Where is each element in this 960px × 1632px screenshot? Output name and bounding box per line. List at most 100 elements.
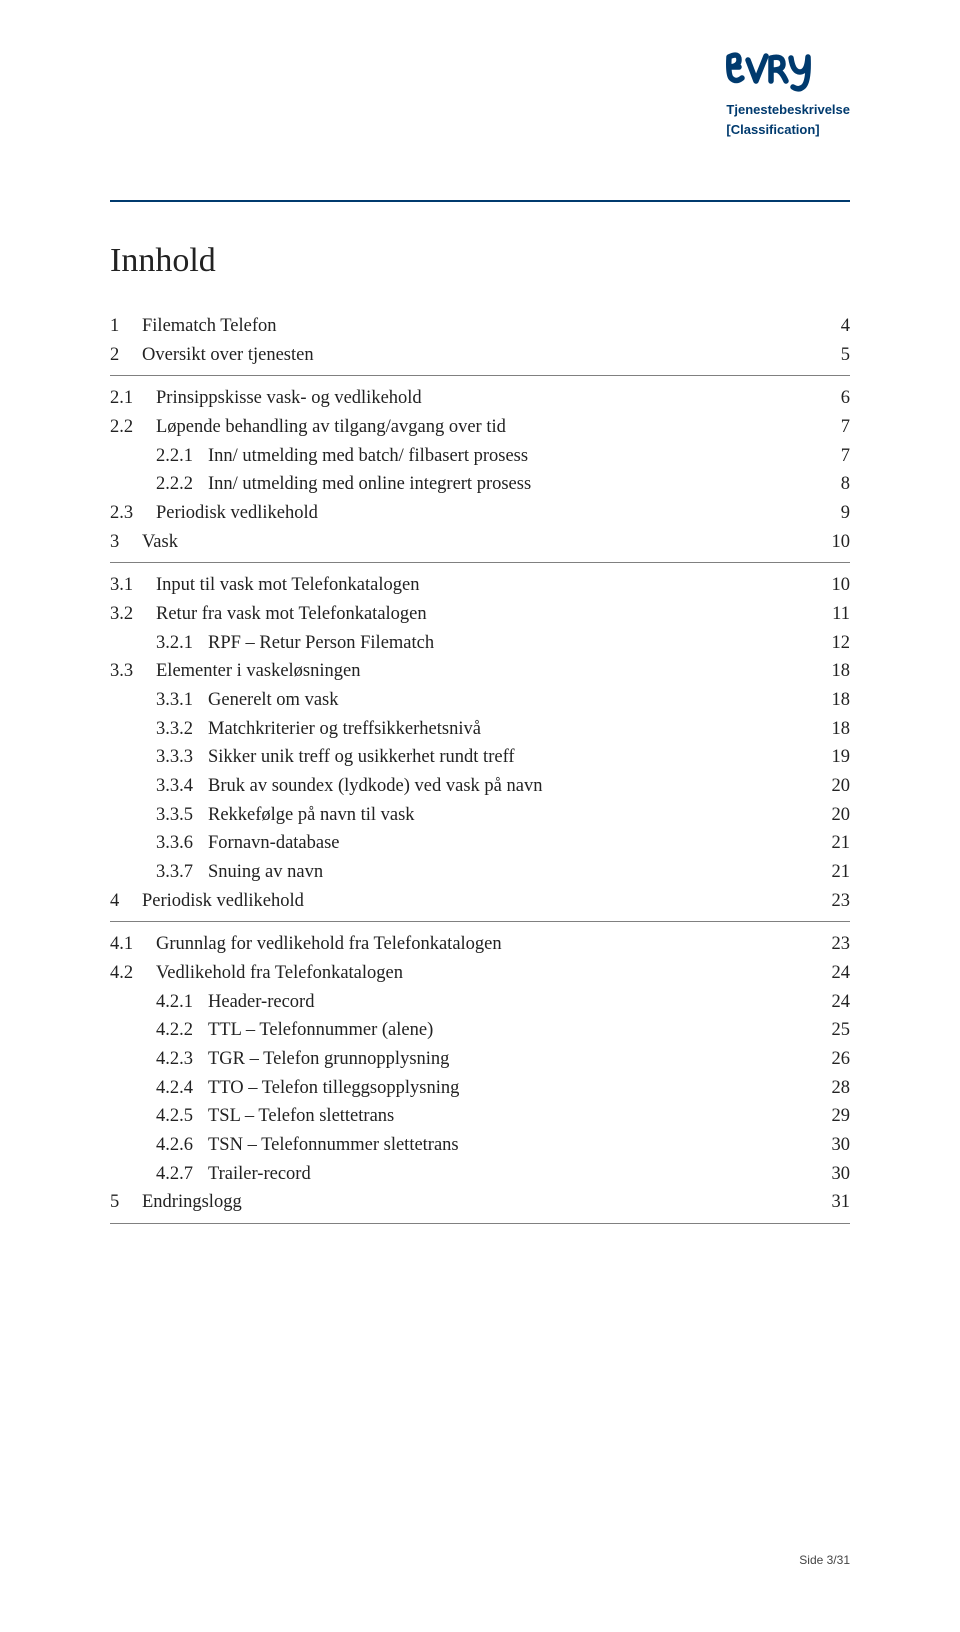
page-title: Innhold <box>110 242 850 280</box>
toc-number: 2.2.1 <box>156 442 208 471</box>
header-line1: Tjenestebeskrivelse <box>726 100 850 120</box>
toc-label: TGR – Telefon grunnopplysning <box>208 1045 814 1074</box>
toc-page: 30 <box>814 1160 850 1189</box>
toc-entry: 2.2.1Inn/ utmelding med batch/ filbasert… <box>110 442 850 471</box>
toc-label: Snuing av navn <box>208 858 814 887</box>
toc-entry: 3.3.1Generelt om vask18 <box>110 686 850 715</box>
toc-number: 2.3 <box>110 499 156 528</box>
toc-page: 20 <box>814 801 850 830</box>
toc-page: 29 <box>814 1102 850 1131</box>
table-of-contents: 1Filematch Telefon42Oversikt over tjenes… <box>110 312 850 1224</box>
toc-label: Retur fra vask mot Telefonkatalogen <box>156 600 814 629</box>
toc-number: 3.2 <box>110 600 156 629</box>
toc-entry: 4Periodisk vedlikehold23 <box>110 887 850 916</box>
toc-page: 23 <box>814 887 850 916</box>
toc-entry: 3Vask10 <box>110 528 850 557</box>
toc-number: 3.3.3 <box>156 743 208 772</box>
toc-number: 2.2.2 <box>156 470 208 499</box>
toc-label: Filematch Telefon <box>142 312 814 341</box>
page-footer: Side 3/31 <box>799 1553 850 1567</box>
toc-number: 4 <box>110 887 142 916</box>
toc-page: 21 <box>814 858 850 887</box>
toc-label: Trailer-record <box>208 1160 814 1189</box>
toc-entry: 2.2.2Inn/ utmelding med online integrert… <box>110 470 850 499</box>
toc-number: 3.3 <box>110 657 156 686</box>
toc-entry: 4.2.1Header-record24 <box>110 988 850 1017</box>
toc-page: 11 <box>814 600 850 629</box>
toc-label: Header-record <box>208 988 814 1017</box>
toc-page: 20 <box>814 772 850 801</box>
toc-number: 3.1 <box>110 571 156 600</box>
toc-entry: 3.3.7Snuing av navn21 <box>110 858 850 887</box>
toc-number: 4.2 <box>110 959 156 988</box>
toc-entry: 2.1Prinsippskisse vask- og vedlikehold6 <box>110 384 850 413</box>
toc-entry: 3.3.2Matchkriterier og treffsikkerhetsni… <box>110 715 850 744</box>
toc-number: 2.1 <box>110 384 156 413</box>
toc-page: 7 <box>814 413 850 442</box>
toc-label: TTO – Telefon tilleggsopplysning <box>208 1074 814 1103</box>
toc-entry: 4.2.5TSL – Telefon slettetrans29 <box>110 1102 850 1131</box>
toc-page: 10 <box>814 571 850 600</box>
toc-label: RPF – Retur Person Filematch <box>208 629 814 658</box>
toc-page: 26 <box>814 1045 850 1074</box>
toc-separator <box>110 562 850 563</box>
toc-page: 28 <box>814 1074 850 1103</box>
toc-page: 31 <box>814 1188 850 1217</box>
toc-entry: 3.3.3Sikker unik treff og usikkerhet run… <box>110 743 850 772</box>
toc-label: Oversikt over tjenesten <box>142 341 814 370</box>
toc-entry: 1Filematch Telefon4 <box>110 312 850 341</box>
toc-label: Vedlikehold fra Telefonkatalogen <box>156 959 814 988</box>
toc-number: 3.3.2 <box>156 715 208 744</box>
toc-entry: 3.3.4Bruk av soundex (lydkode) ved vask … <box>110 772 850 801</box>
toc-entry: 2Oversikt over tjenesten5 <box>110 341 850 370</box>
toc-entry: 3.3.5Rekkefølge på navn til vask20 <box>110 801 850 830</box>
toc-entry: 4.2.3TGR – Telefon grunnopplysning26 <box>110 1045 850 1074</box>
toc-page: 12 <box>814 629 850 658</box>
toc-label: Grunnlag for vedlikehold fra Telefonkata… <box>156 930 814 959</box>
header-line2: [Classification] <box>726 120 850 140</box>
toc-number: 4.2.7 <box>156 1160 208 1189</box>
toc-page: 18 <box>814 657 850 686</box>
toc-number: 4.2.3 <box>156 1045 208 1074</box>
toc-entry: 3.3.6Fornavn-database21 <box>110 829 850 858</box>
toc-number: 3 <box>110 528 142 557</box>
toc-page: 23 <box>814 930 850 959</box>
toc-separator <box>110 921 850 922</box>
toc-label: Løpende behandling av tilgang/avgang ove… <box>156 413 814 442</box>
toc-page: 8 <box>814 470 850 499</box>
toc-page: 18 <box>814 686 850 715</box>
toc-entry: 4.2.7Trailer-record30 <box>110 1160 850 1189</box>
toc-page: 18 <box>814 715 850 744</box>
toc-label: Inn/ utmelding med online integrert pros… <box>208 470 814 499</box>
toc-entry: 4.2.4TTO – Telefon tilleggsopplysning28 <box>110 1074 850 1103</box>
toc-page: 19 <box>814 743 850 772</box>
toc-label: Matchkriterier og treffsikkerhetsnivå <box>208 715 814 744</box>
toc-entry: 3.2.1RPF – Retur Person Filematch12 <box>110 629 850 658</box>
toc-entry: 3.2Retur fra vask mot Telefonkatalogen11 <box>110 600 850 629</box>
toc-number: 3.3.7 <box>156 858 208 887</box>
toc-label: Rekkefølge på navn til vask <box>208 801 814 830</box>
toc-page: 4 <box>814 312 850 341</box>
toc-number: 3.2.1 <box>156 629 208 658</box>
toc-number: 4.2.2 <box>156 1016 208 1045</box>
toc-label: TSL – Telefon slettetrans <box>208 1102 814 1131</box>
toc-number: 4.2.5 <box>156 1102 208 1131</box>
toc-page: 21 <box>814 829 850 858</box>
toc-number: 3.3.5 <box>156 801 208 830</box>
toc-number: 5 <box>110 1188 142 1217</box>
toc-entry: 4.2.2TTL – Telefonnummer (alene)25 <box>110 1016 850 1045</box>
toc-entry: 5Endringslogg31 <box>110 1188 850 1217</box>
toc-label: Fornavn-database <box>208 829 814 858</box>
toc-label: Vask <box>142 528 814 557</box>
toc-page: 30 <box>814 1131 850 1160</box>
toc-number: 4.2.6 <box>156 1131 208 1160</box>
toc-number: 4.2.4 <box>156 1074 208 1103</box>
toc-label: TSN – Telefonnummer slettetrans <box>208 1131 814 1160</box>
toc-number: 4.1 <box>110 930 156 959</box>
toc-number: 4.2.1 <box>156 988 208 1017</box>
toc-label: Input til vask mot Telefonkatalogen <box>156 571 814 600</box>
toc-number: 3.3.6 <box>156 829 208 858</box>
toc-entry: 2.3Periodisk vedlikehold9 <box>110 499 850 528</box>
evry-logo <box>726 50 850 92</box>
toc-number: 3.3.1 <box>156 686 208 715</box>
